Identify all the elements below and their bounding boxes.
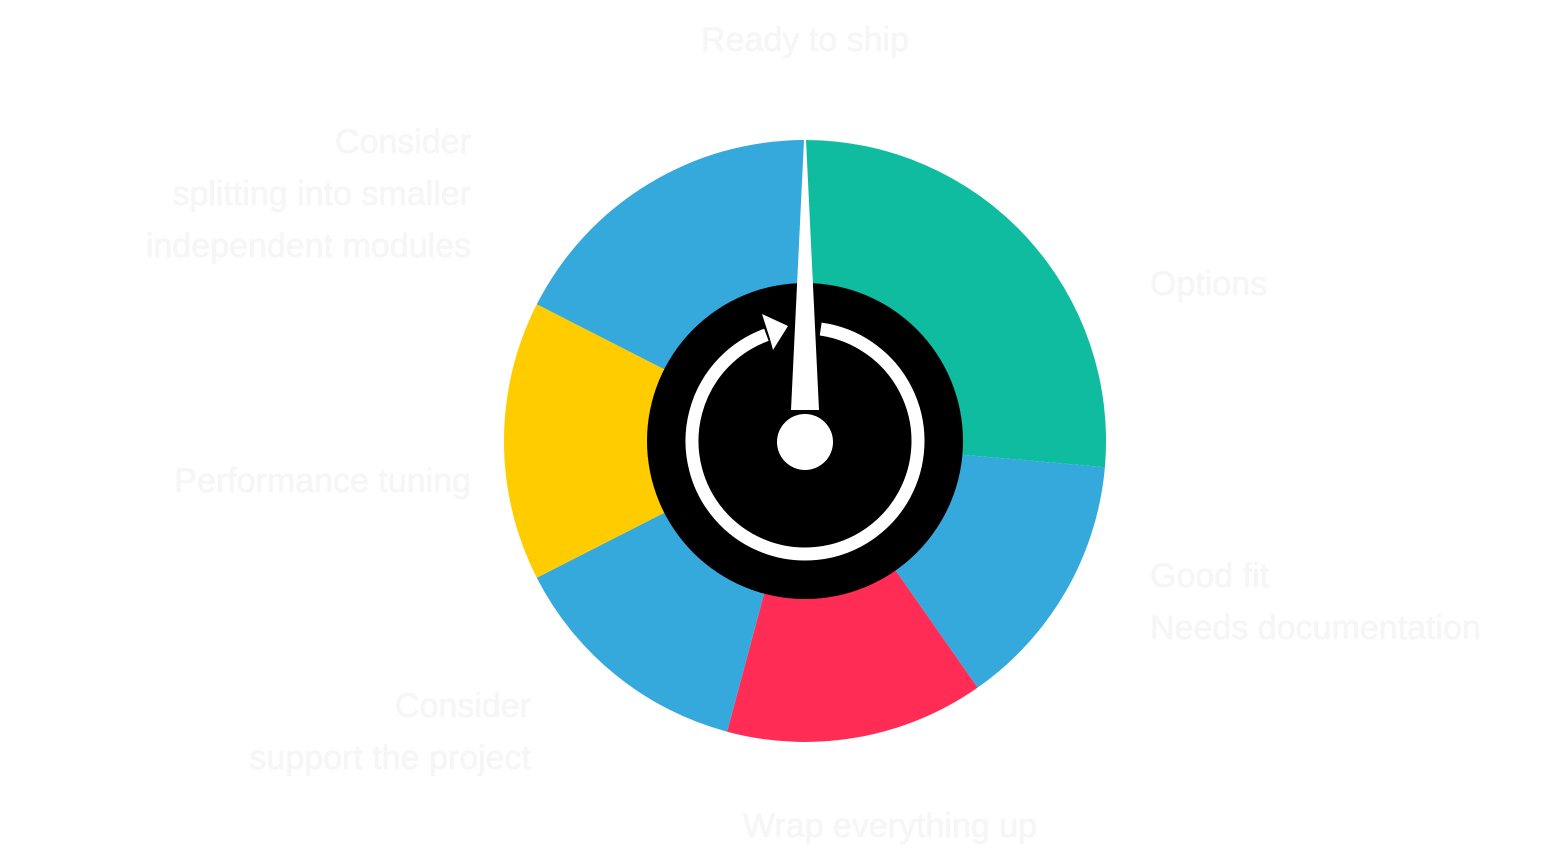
label-right-lower: Good fit Needs documentation [1150, 550, 1481, 654]
rotate-arrow-icon [685, 314, 925, 561]
label-right-upper: Options [1150, 258, 1267, 310]
label-left-lower: Consider support the project [249, 680, 531, 784]
label-left-lower-line-1: Consider [394, 687, 531, 725]
label-left-upper-line-3: independent modules [145, 227, 471, 265]
label-bottom-line: Wrap everything up [742, 807, 1038, 845]
label-left-middle: Performance tuning [174, 455, 471, 507]
label-left-lower-line-2: support the project [249, 739, 531, 777]
label-left-upper-line-1: Consider [334, 123, 471, 161]
label-left-upper-line-2: splitting into smaller [172, 175, 471, 213]
label-left-upper: Consider splitting into smaller independ… [146, 116, 471, 272]
label-top-line: Ready to ship [701, 21, 909, 59]
pointer-needle [777, 100, 833, 470]
label-right-upper-line: Options [1150, 265, 1268, 303]
label-right-lower-line-1: Good fit [1150, 557, 1270, 595]
needle-pivot [777, 414, 833, 470]
label-right-lower-line-2: Needs documentation [1150, 609, 1481, 647]
label-bottom: Wrap everything up [660, 800, 1120, 852]
label-top: Ready to ship [640, 14, 970, 66]
label-left-middle-line: Performance tuning [174, 462, 471, 500]
